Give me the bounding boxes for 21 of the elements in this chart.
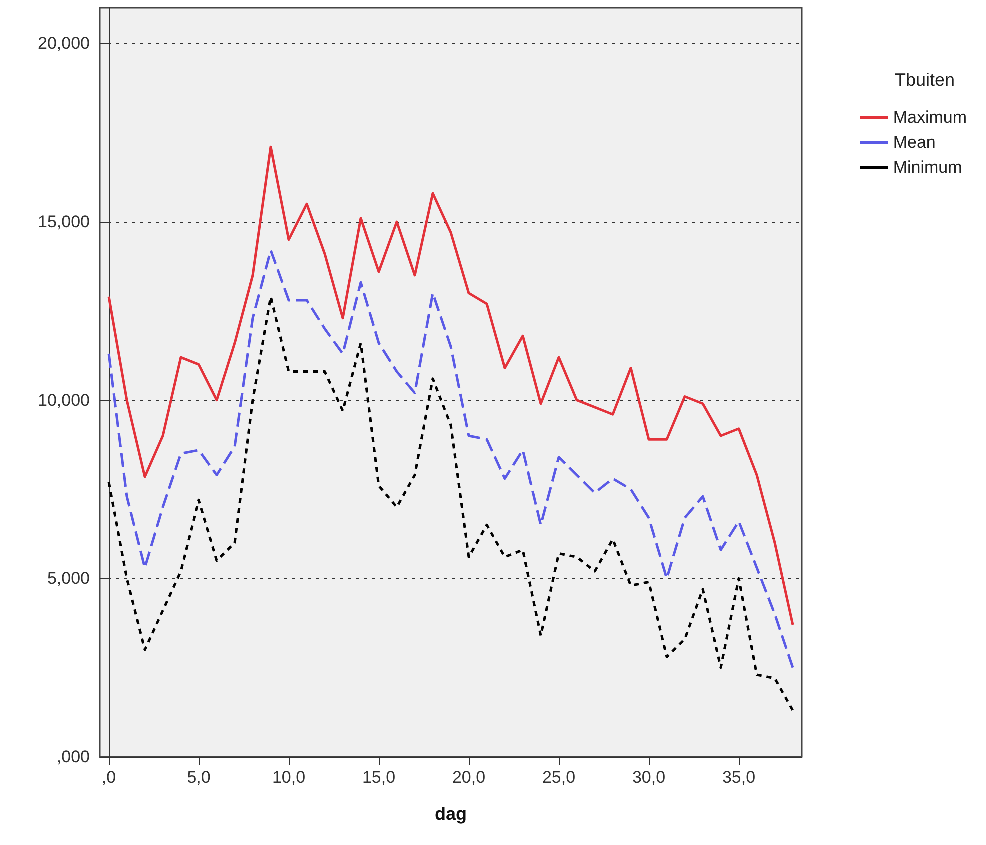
legend-label: Minimum xyxy=(893,158,962,177)
x-tick-label: 35,0 xyxy=(722,768,756,787)
line-series xyxy=(108,249,794,670)
y-tick-label: ,000 xyxy=(56,748,90,766)
y-tick-label: 15,000 xyxy=(38,212,90,232)
x-tick-label: 25,0 xyxy=(542,768,576,787)
line-series xyxy=(108,296,794,712)
line-series xyxy=(108,146,794,626)
x-axis-title: dag xyxy=(434,804,468,824)
legend-title: Tbuiten xyxy=(894,70,956,90)
x-tick-label: 10,0 xyxy=(272,768,306,787)
x-tick-label: 20,0 xyxy=(452,768,486,787)
x-tick-label: 30,0 xyxy=(632,768,666,787)
legend-label: Maximum xyxy=(893,108,968,127)
x-tick-label: 15,0 xyxy=(362,768,396,787)
x-tick-label: ,0 xyxy=(102,768,116,787)
y-tick-label: 10,000 xyxy=(38,390,90,410)
legend-label: Mean xyxy=(893,133,936,152)
x-tick-label: 5,0 xyxy=(187,768,211,787)
y-tick-label: 20,000 xyxy=(38,34,90,54)
y-tick-label: 5,000 xyxy=(47,569,90,588)
